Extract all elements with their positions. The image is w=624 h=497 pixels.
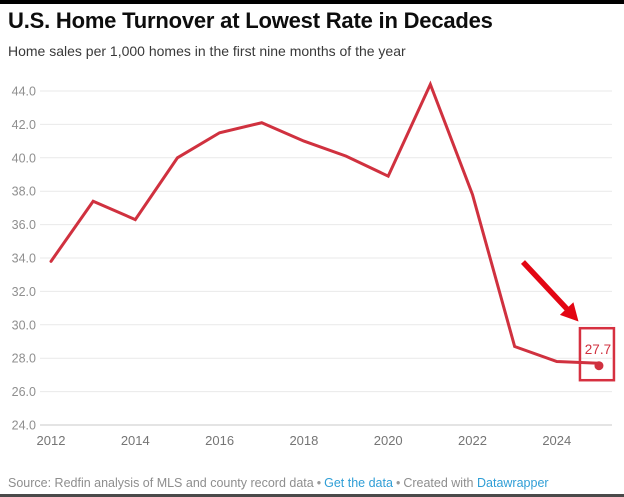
y-tick-label-34: 34.0 — [12, 252, 36, 266]
source-text: Source: Redfin analysis of MLS and count… — [8, 476, 314, 490]
created-with-text: Created with — [403, 476, 474, 490]
annotation-box — [578, 326, 616, 382]
arrow-head-icon — [559, 302, 579, 322]
arrow-shaft — [520, 260, 570, 311]
y-tick-label-28: 28.0 — [12, 352, 36, 366]
chart-subtitle: Home sales per 1,000 homes in the first … — [8, 43, 406, 60]
top-border — [0, 0, 624, 4]
bottom-border — [0, 494, 624, 497]
x-tick-label-2014: 2014 — [121, 433, 150, 448]
x-tick-label-2018: 2018 — [289, 433, 318, 448]
y-tick-label-24: 24.0 — [12, 419, 36, 433]
separator-dot: • — [316, 476, 322, 490]
x-tick-label-2022: 2022 — [458, 433, 487, 448]
chart-header: U.S. Home Turnover at Lowest Rate in Dec… — [8, 8, 616, 59]
y-tick-label-40: 40.0 — [12, 151, 36, 165]
data-line-home-sales — [49, 80, 601, 365]
y-tick-label-26: 26.0 — [12, 385, 36, 399]
y-tick-label-38: 38.0 — [12, 185, 36, 199]
footer: Source: Redfin analysis of MLS and count… — [8, 476, 549, 490]
y-tick-label-44: 44.0 — [12, 85, 36, 99]
x-tick-label-2024: 2024 — [542, 433, 571, 448]
endpoint-dot — [594, 361, 604, 371]
separator-dot-2: • — [395, 476, 401, 490]
x-tick-label-2012: 2012 — [37, 433, 66, 448]
annotation-value-label: 27.7 — [585, 342, 611, 357]
y-tick-label-42: 42.0 — [12, 118, 36, 132]
y-tick-label-36: 36.0 — [12, 218, 36, 232]
datawrapper-link[interactable]: Datawrapper — [477, 476, 549, 490]
chart-title: U.S. Home Turnover at Lowest Rate in Dec… — [8, 8, 493, 33]
y-tick-label-30: 30.0 — [12, 318, 36, 332]
x-tick-label-2020: 2020 — [374, 433, 403, 448]
y-tick-label-32: 32.0 — [12, 285, 36, 299]
get-the-data-link[interactable]: Get the data — [324, 476, 393, 490]
x-tick-label-2016: 2016 — [205, 433, 234, 448]
